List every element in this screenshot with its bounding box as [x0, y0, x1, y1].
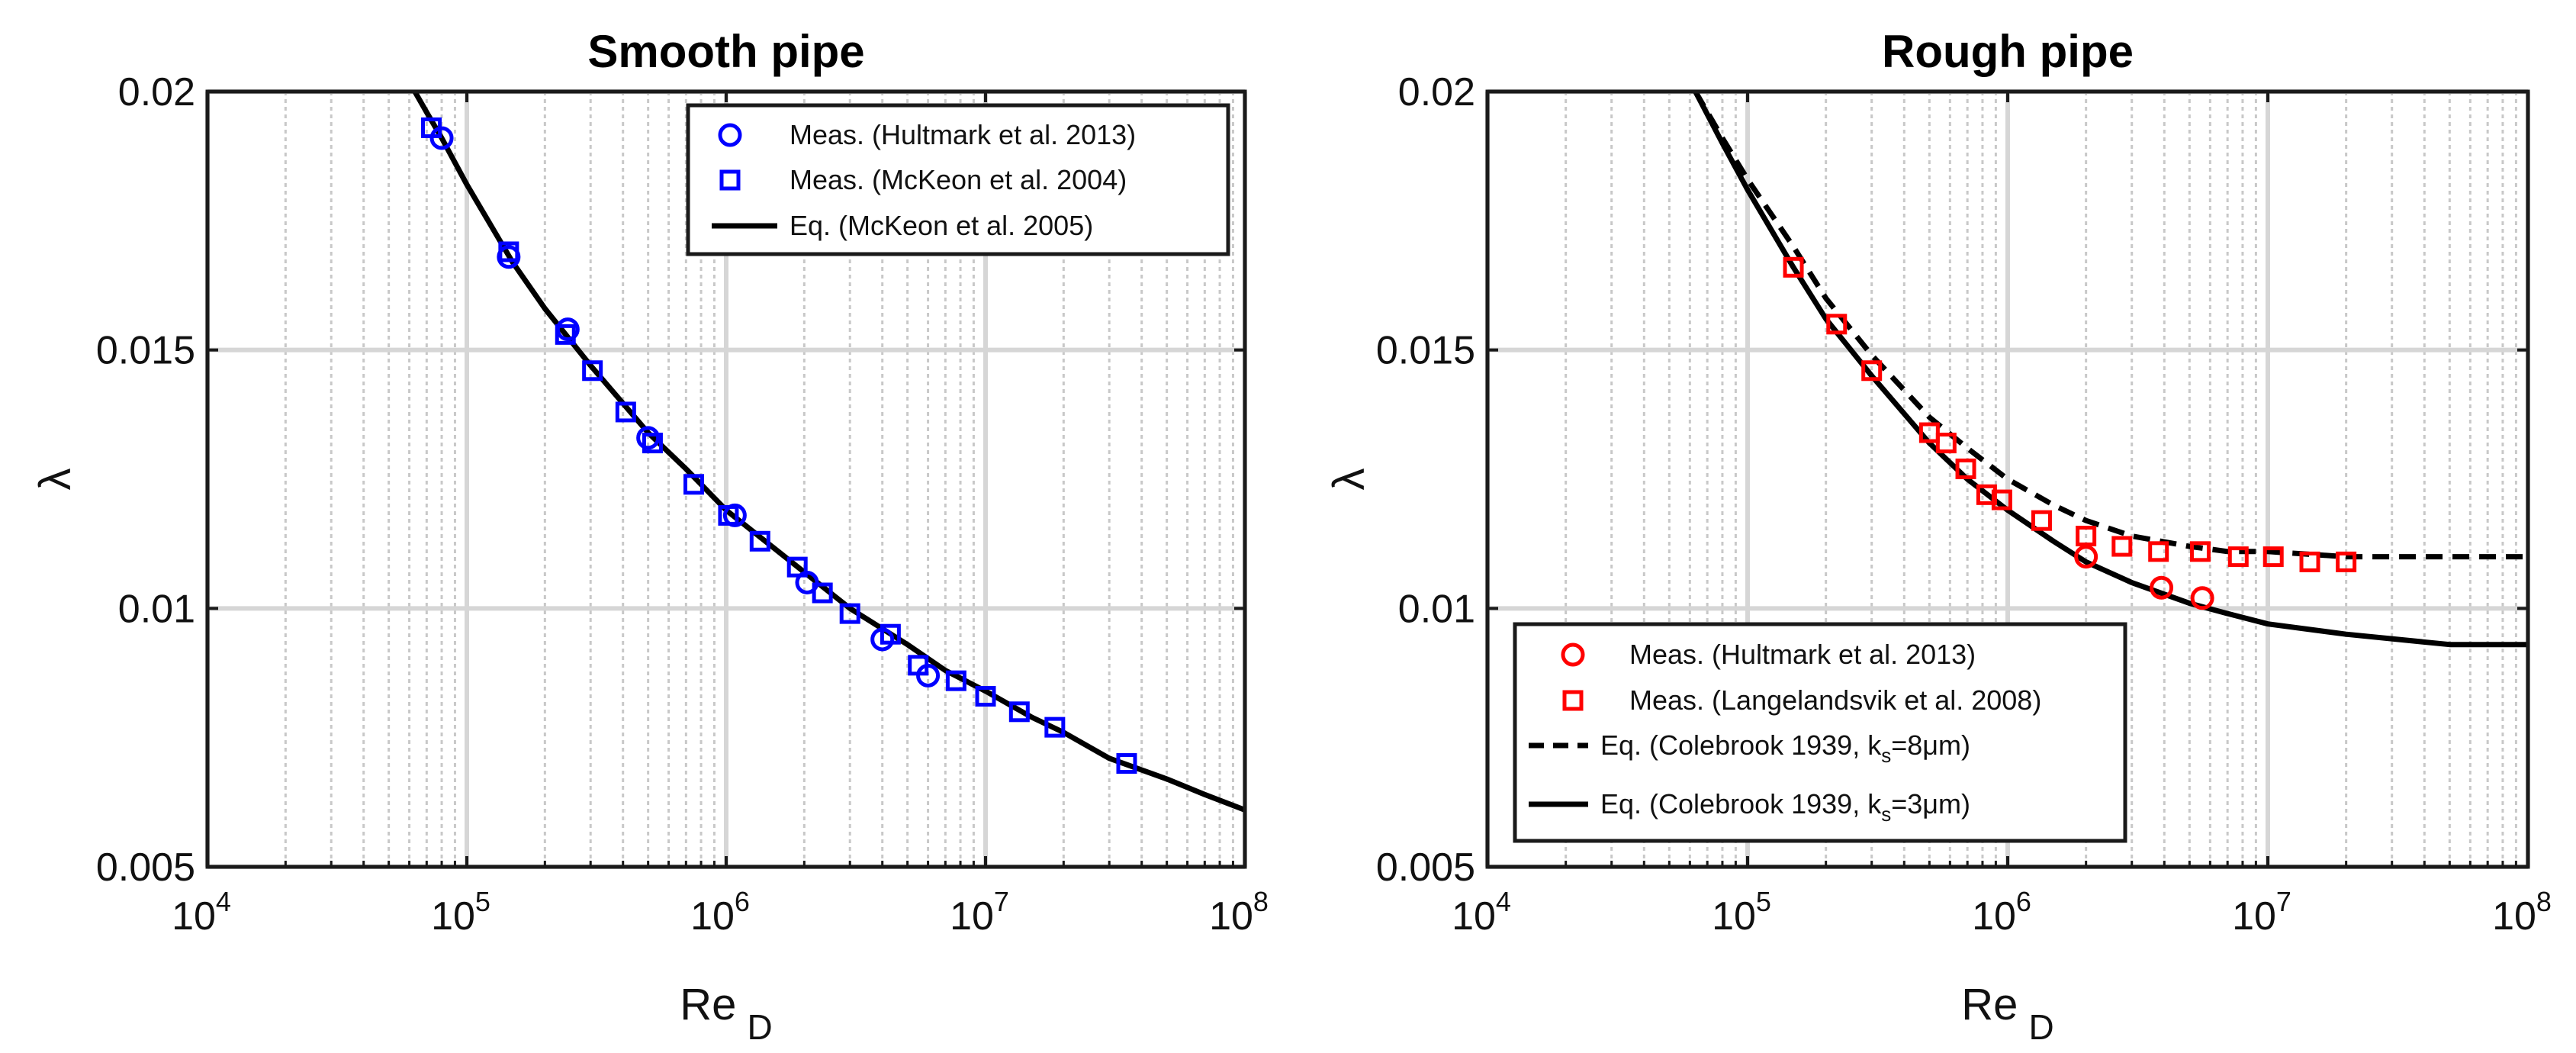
- data-point-square: [2031, 510, 2052, 531]
- data-point-circle: [2150, 575, 2174, 600]
- data-point-square: [421, 117, 442, 138]
- data-point-square: [555, 324, 576, 345]
- data-point-square: [2227, 546, 2249, 568]
- y-tick-label: 0.02: [1398, 70, 1475, 114]
- legend-marker: [718, 123, 742, 147]
- data-point-square: [880, 623, 901, 645]
- data-point-circle: [2074, 545, 2098, 569]
- legend-label: Meas. (Hultmark et al. 2013): [790, 119, 1136, 150]
- data-point-square: [1783, 256, 1804, 278]
- data-point-square: [582, 360, 603, 382]
- data-point-square: [2111, 536, 2133, 557]
- legend-label: Meas. (Hultmark et al. 2013): [1629, 639, 1976, 670]
- data-point-square: [1116, 753, 1137, 774]
- legend-entry: Meas. (Hultmark et al. 2013): [1561, 639, 1976, 670]
- data-point-square: [975, 685, 996, 707]
- y-tick-label: 0.005: [96, 845, 195, 890]
- data-point-square: [1935, 433, 1957, 454]
- legend-entry: Eq. (Colebrook 1939, ks=3μm): [1529, 788, 1970, 826]
- data-point-square: [812, 582, 833, 604]
- legend-label: Eq. (Colebrook 1939, ks=8μm): [1600, 729, 1970, 767]
- x-tick-label: 107: [2232, 886, 2291, 939]
- data-point-square: [749, 530, 770, 552]
- data-point-square: [1044, 716, 1066, 738]
- legend-marker: [719, 169, 741, 191]
- chart-title: Rough pipe: [1882, 26, 2134, 77]
- data-point-circle: [429, 126, 454, 150]
- chart-rough-pipe: Rough pipe 104 105 106 107 108 0.005 0.01 0.015…: [1324, 26, 2552, 1047]
- legend: Meas. (Hultmark et al. 2013) Meas. (Lang…: [1513, 622, 2127, 843]
- chart-smooth-pipe: Smooth pipe 104 105 106 107 108 0.005 0.01 0.01…: [31, 26, 1269, 1047]
- x-tick-label: 104: [1452, 886, 1511, 939]
- chart-title: Smooth pipe: [587, 26, 864, 77]
- y-tick-label: 0.01: [1398, 587, 1475, 631]
- data-point-square: [2076, 526, 2097, 547]
- data-point-square: [683, 474, 705, 495]
- data-point-square: [2189, 541, 2211, 562]
- data-point-square: [1955, 458, 1976, 479]
- y-tick-label: 0.015: [96, 329, 195, 373]
- data-point-square: [945, 670, 966, 691]
- data-point-square: [615, 401, 636, 423]
- legend-entry: Eq. (Colebrook 1939, ks=8μm): [1529, 729, 1970, 767]
- data-point-square: [1991, 489, 2012, 510]
- legend-entry: Meas. (Hultmark et al. 2013): [718, 119, 1136, 150]
- y-axis-label: λ: [31, 469, 80, 491]
- y-tick-label: 0.015: [1376, 329, 1475, 373]
- data-point-square: [1008, 701, 1030, 723]
- x-tick-label: 107: [950, 886, 1009, 939]
- legend-entry: Meas. (Langelandsvik et al. 2008): [1562, 684, 2041, 716]
- legend-entry: Meas. (McKeon et al. 2004): [719, 164, 1127, 195]
- legend-marker: [1561, 642, 1585, 667]
- data-point-square: [498, 241, 519, 262]
- x-tick-label: 104: [172, 886, 231, 939]
- legend: Meas. (Hultmark et al. 2013) Meas. (McKe…: [686, 103, 1230, 256]
- legend-label: Eq. (McKeon et al. 2005): [790, 210, 1093, 241]
- x-tick-label: 108: [1209, 886, 1269, 939]
- y-axis-label: λ: [1324, 469, 1374, 491]
- data-point-square: [2336, 551, 2357, 572]
- legend-label: Meas. (Langelandsvik et al. 2008): [1629, 684, 2041, 716]
- data-point-square: [2262, 546, 2284, 568]
- data-point-square: [1918, 422, 1940, 443]
- data-point-circle: [2190, 586, 2214, 610]
- data-point-circle: [636, 426, 661, 450]
- data-point-square: [2299, 551, 2320, 572]
- x-tick-label: 105: [1712, 886, 1771, 939]
- data-point-square: [718, 504, 739, 526]
- data-point-square: [786, 556, 808, 578]
- x-tick-label: 106: [1972, 886, 2031, 939]
- legend-marker: [1562, 690, 1584, 711]
- data-point-square: [2148, 541, 2169, 562]
- series-line: [1693, 92, 2528, 648]
- legend-label: Eq. (Colebrook 1939, ks=3μm): [1600, 788, 1970, 826]
- y-tick-label: 0.005: [1376, 845, 1475, 890]
- legend-label: Meas. (McKeon et al. 2004): [790, 164, 1127, 195]
- data-point-square: [908, 655, 929, 676]
- data-point-square: [839, 603, 860, 624]
- legend-entry: Eq. (McKeon et al. 2005): [712, 210, 1093, 241]
- y-tick-label: 0.01: [118, 587, 195, 631]
- y-tick-label: 0.02: [118, 70, 195, 114]
- x-axis-label: Re D: [1961, 980, 2053, 1047]
- x-tick-label: 108: [2492, 886, 2552, 939]
- x-axis-label: Re D: [680, 980, 772, 1047]
- data-point-square: [1826, 314, 1848, 335]
- x-tick-label: 105: [431, 886, 490, 939]
- x-tick-label: 106: [690, 886, 750, 939]
- data-point-square: [1861, 360, 1883, 382]
- data-point-square: [642, 433, 663, 454]
